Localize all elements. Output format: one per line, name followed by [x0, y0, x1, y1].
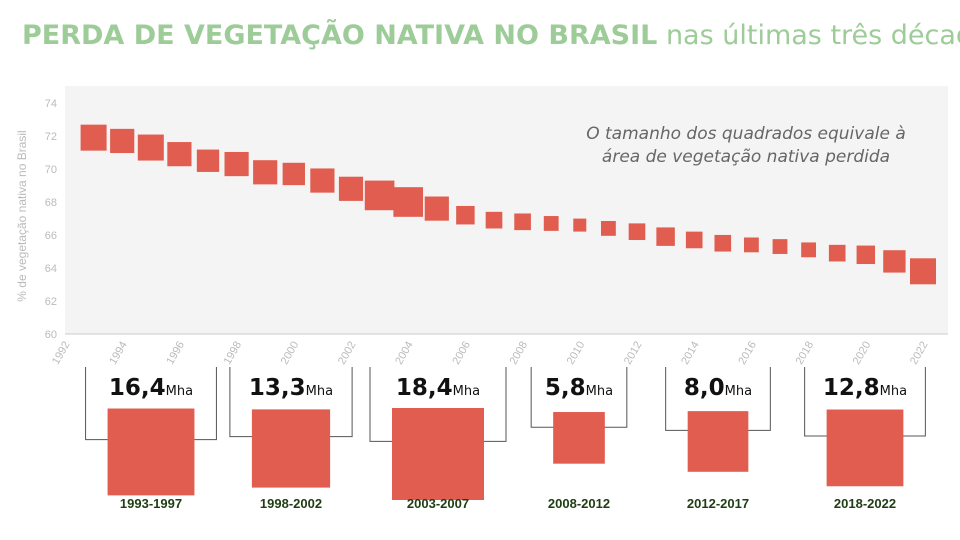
- period-square: [392, 408, 484, 500]
- data-square: [310, 168, 335, 193]
- y-tick-label: 70: [45, 164, 57, 176]
- period-value: 18,4Mha: [396, 375, 480, 401]
- data-square: [628, 223, 646, 241]
- x-tick-label: 2022: [908, 340, 931, 367]
- data-square: [828, 244, 846, 262]
- period-label: 1998-2002: [260, 496, 322, 511]
- data-square: [656, 227, 675, 246]
- x-tick-label: 2002: [336, 340, 359, 367]
- plot-area: [65, 86, 948, 334]
- period-value: 8,0Mha: [684, 375, 752, 401]
- x-tick-label: 1994: [107, 340, 130, 367]
- period-unit: Mha: [166, 384, 193, 399]
- data-square: [393, 187, 424, 217]
- data-square: [685, 231, 703, 249]
- period-label: 2003-2007: [407, 496, 469, 511]
- title-sub: nas últimas três décadas: [665, 20, 960, 51]
- data-square: [714, 234, 732, 252]
- data-square: [80, 124, 107, 151]
- y-tick-label: 72: [45, 131, 57, 143]
- data-square: [485, 211, 503, 229]
- period-square: [251, 409, 331, 488]
- y-tick-label: 68: [45, 197, 57, 209]
- x-tick-label: 1996: [164, 340, 187, 367]
- period-number: 8,0: [684, 375, 725, 401]
- period-unit: Mha: [306, 384, 333, 399]
- period-label: 2012-2017: [687, 496, 749, 511]
- x-tick-label: 2010: [565, 340, 588, 367]
- x-tick-label: 2020: [851, 340, 874, 367]
- x-tick-label: 2004: [393, 340, 416, 367]
- data-square: [883, 250, 906, 273]
- period-unit: Mha: [586, 384, 613, 399]
- y-tick-label: 66: [45, 230, 57, 242]
- data-square: [364, 180, 395, 211]
- title-main: PERDA DE VEGETAÇÃO NATIVA NO BRASIL: [22, 20, 658, 51]
- y-tick-label: 74: [45, 98, 57, 110]
- x-tick-label: 2014: [679, 340, 702, 367]
- period-square: [107, 408, 195, 496]
- data-square: [110, 128, 135, 154]
- data-square: [338, 176, 364, 201]
- x-tick-label: 2016: [736, 340, 759, 367]
- data-square: [856, 245, 876, 265]
- period-number: 12,8: [823, 375, 880, 401]
- period-number: 16,4: [109, 375, 166, 401]
- data-square: [743, 237, 759, 253]
- y-tick-label: 60: [45, 329, 57, 341]
- data-square: [253, 160, 278, 185]
- period-square: [553, 412, 605, 464]
- data-square: [137, 134, 164, 161]
- period-number: 5,8: [545, 375, 586, 401]
- data-square: [424, 196, 449, 221]
- x-tick-label: 2008: [508, 340, 531, 367]
- data-square: [573, 218, 587, 232]
- x-tick-label: 1992: [50, 340, 73, 367]
- data-square: [196, 149, 220, 172]
- period-square: [687, 411, 749, 472]
- y-tick-label: 64: [45, 263, 57, 275]
- data-square: [167, 142, 192, 167]
- data-square: [801, 242, 817, 258]
- period-unit: Mha: [453, 384, 480, 399]
- annotation-line-2: área de vegetação nativa perdida: [602, 147, 890, 167]
- annotation-line-1: O tamanho dos quadrados equivale à: [586, 124, 906, 144]
- x-tick-label: 2000: [279, 340, 302, 367]
- period-value: 5,8Mha: [545, 375, 613, 401]
- x-tick-label: 2012: [622, 340, 645, 367]
- data-square: [456, 205, 475, 225]
- x-tick-label: 2018: [794, 340, 817, 367]
- data-square: [282, 162, 305, 186]
- period-number: 18,4: [396, 375, 453, 401]
- period-value: 16,4Mha: [109, 375, 193, 401]
- period-square: [826, 409, 904, 487]
- page-title: PERDA DE VEGETAÇÃO NATIVA NO BRASIL nas …: [22, 20, 960, 51]
- period-label: 2008-2012: [548, 496, 610, 511]
- period-label: 2018-2022: [834, 496, 896, 511]
- data-square: [910, 258, 936, 285]
- period-number: 13,3: [249, 375, 306, 401]
- x-tick-label: 1998: [222, 340, 245, 367]
- y-axis-label: % de vegetação nativa no Brasil: [15, 130, 29, 301]
- period-label: 1993-1997: [120, 496, 182, 511]
- period-value: 13,3Mha: [249, 375, 333, 401]
- y-tick-label: 62: [45, 296, 57, 308]
- period-unit: Mha: [725, 384, 752, 399]
- data-square: [543, 216, 559, 231]
- data-square: [514, 213, 531, 231]
- period-value: 12,8Mha: [823, 375, 907, 401]
- data-square: [224, 151, 249, 177]
- data-square: [600, 220, 616, 236]
- period-unit: Mha: [880, 384, 907, 399]
- x-tick-label: 2006: [450, 340, 473, 367]
- data-square: [772, 239, 788, 254]
